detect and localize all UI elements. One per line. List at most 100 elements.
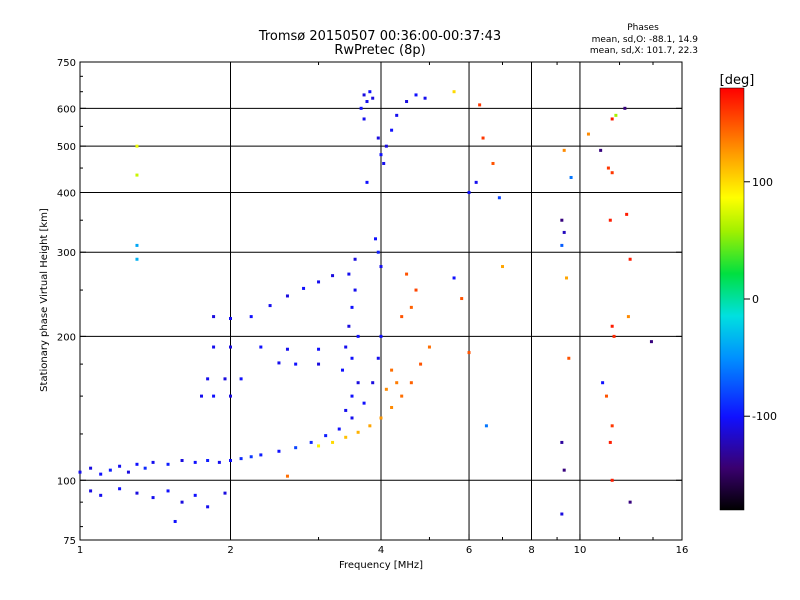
x-tick-label-3: 6 <box>466 545 472 556</box>
data-point-0-24 <box>362 401 366 405</box>
data-point-0-72 <box>350 356 354 360</box>
data-point-0-116 <box>497 196 501 200</box>
data-point-0-147 <box>628 257 632 261</box>
data-point-0-47 <box>259 345 263 349</box>
data-point-0-26 <box>376 356 380 360</box>
data-point-0-55 <box>249 315 253 319</box>
data-point-0-68 <box>344 408 348 412</box>
data-point-0-35 <box>193 493 197 497</box>
data-point-0-20 <box>309 440 313 444</box>
data-point-0-137 <box>610 171 614 175</box>
data-point-0-16 <box>249 455 253 459</box>
data-point-0-149 <box>626 315 630 319</box>
data-point-0-42 <box>206 377 210 381</box>
data-point-0-27 <box>379 334 383 338</box>
data-point-0-89 <box>414 93 418 97</box>
data-point-0-111 <box>460 297 464 301</box>
data-point-0-152 <box>135 144 139 148</box>
x-axis-label: Frequency [MHz] <box>339 560 423 571</box>
data-point-0-73 <box>374 237 378 241</box>
data-point-0-142 <box>604 394 608 398</box>
data-point-0-104 <box>409 305 413 309</box>
data-point-0-15 <box>239 457 243 461</box>
data-point-0-80 <box>359 106 363 110</box>
y-axis-ticks: 75 100 200 300 400 500 600 750 <box>57 58 682 547</box>
data-point-0-156 <box>285 474 289 478</box>
data-point-0-21 <box>324 434 328 438</box>
data-point-0-25 <box>371 381 375 385</box>
data-point-0-31 <box>135 491 139 495</box>
data-point-0-82 <box>376 136 380 140</box>
data-point-0-69 <box>356 334 360 338</box>
colorbar-label: [deg] <box>720 73 755 88</box>
data-point-0-75 <box>379 265 383 269</box>
colorbar-tick-label-0: 100 <box>752 176 773 189</box>
data-point-0-153 <box>135 173 139 177</box>
data-point-0-52 <box>317 362 321 366</box>
data-point-0-94 <box>344 435 348 439</box>
data-point-0-63 <box>347 324 351 328</box>
data-point-0-125 <box>560 243 564 247</box>
data-point-0-102 <box>427 345 431 349</box>
data-point-0-49 <box>317 347 321 351</box>
stats-line-o: mean, sd,O: -88.1, 14.9 <box>592 35 699 45</box>
data-point-0-90 <box>423 96 427 100</box>
data-point-0-129 <box>562 468 566 472</box>
data-point-0-29 <box>99 493 103 497</box>
data-point-0-33 <box>166 489 170 493</box>
data-point-0-154 <box>135 243 139 247</box>
data-point-0-91 <box>365 180 369 184</box>
data-point-0-84 <box>382 161 386 165</box>
data-point-0-62 <box>344 345 348 349</box>
x-tick-label-1: 2 <box>227 545 233 556</box>
data-point-0-34 <box>180 500 184 504</box>
data-point-0-50 <box>277 361 281 365</box>
y-tick-label-6: 600 <box>57 104 76 115</box>
data-point-0-66 <box>350 394 354 398</box>
data-point-0-56 <box>268 304 272 308</box>
data-point-0-92 <box>317 444 321 448</box>
data-point-0-2 <box>99 472 103 476</box>
data-point-0-131 <box>569 175 573 179</box>
data-point-0-150 <box>628 500 632 504</box>
data-point-0-136 <box>614 113 618 117</box>
data-point-0-118 <box>452 90 456 94</box>
data-point-0-30 <box>118 487 122 491</box>
data-point-0-95 <box>356 430 360 434</box>
data-point-0-87 <box>395 113 399 117</box>
data-point-0-54 <box>229 316 232 320</box>
data-point-0-113 <box>474 180 478 184</box>
data-point-0-45 <box>212 345 216 349</box>
chart-title: Tromsø 20150507 00:36:00-00:37:43 <box>258 29 501 44</box>
colorbar <box>719 87 745 511</box>
data-points <box>78 90 653 523</box>
data-point-0-9 <box>166 462 170 466</box>
data-point-0-134 <box>606 166 610 170</box>
data-point-0-70 <box>347 272 351 276</box>
data-point-0-141 <box>601 381 605 385</box>
data-point-0-148 <box>625 212 629 216</box>
data-point-0-106 <box>405 272 409 276</box>
data-point-0-59 <box>317 280 321 284</box>
data-point-0-14 <box>229 458 232 462</box>
colorbar-tick-label-2: -100 <box>752 410 777 423</box>
data-point-0-36 <box>206 505 210 509</box>
y-tick-label-5: 500 <box>57 142 76 153</box>
data-point-0-17 <box>259 453 263 457</box>
y-tick-label-2: 200 <box>57 332 76 343</box>
colorbar-ticks: 100 0 -100 <box>744 176 777 423</box>
data-point-0-13 <box>217 460 221 464</box>
data-point-0-78 <box>368 90 372 94</box>
data-point-0-61 <box>340 368 344 372</box>
data-point-0-144 <box>608 440 612 444</box>
data-point-0-1 <box>89 466 93 470</box>
data-point-0-112 <box>467 190 471 194</box>
x-tick-label-6: 16 <box>676 545 689 556</box>
data-point-0-117 <box>501 265 505 269</box>
data-point-0-139 <box>610 324 614 328</box>
data-point-0-143 <box>610 424 614 428</box>
x-tick-label-2: 4 <box>378 545 384 556</box>
y-axis-label: Stationary phase Virtual Height [km] <box>39 208 50 392</box>
data-point-0-128 <box>560 440 564 444</box>
